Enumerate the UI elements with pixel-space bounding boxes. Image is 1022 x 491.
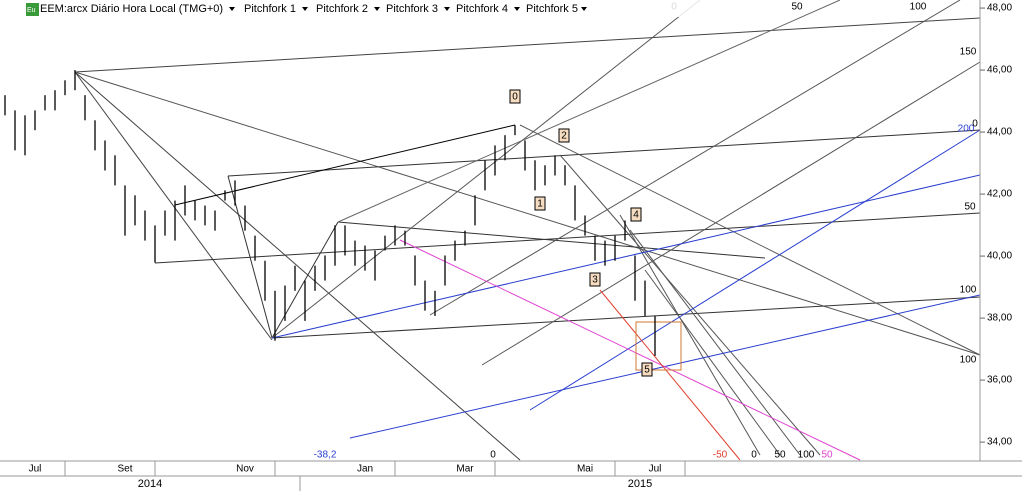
- wave-label: 0: [512, 92, 518, 103]
- fork-label: 100: [960, 285, 977, 296]
- y-tick-label: 34,00: [987, 437, 1012, 448]
- year-label: 2014: [138, 478, 162, 490]
- dropdown-arrow[interactable]: [374, 7, 380, 11]
- x-tick-label: Mai: [577, 464, 593, 475]
- fork-label: -50: [713, 450, 728, 461]
- wave-label: 1: [537, 199, 543, 210]
- wave-box: [558, 128, 570, 143]
- fork-label: 100: [960, 355, 977, 366]
- wave-box: [534, 196, 546, 211]
- fork-label: 150: [960, 47, 977, 58]
- icon[interactable]: [26, 3, 39, 16]
- fork-label: 50: [774, 450, 786, 461]
- fork-label: 0: [751, 450, 757, 461]
- fork-label: 50: [791, 2, 803, 13]
- symbol-menu[interactable]: EEM:arcx Diário Hora Local (TMG+0): [40, 3, 223, 15]
- fork-label: 100: [798, 450, 815, 461]
- fork-label: 0: [972, 119, 978, 130]
- x-tick-label: Jan: [357, 464, 373, 475]
- fork-label: 100: [910, 2, 927, 13]
- x-tick-label: Jul: [29, 464, 42, 475]
- menu-item[interactable]: Pitchfork 3: [386, 3, 438, 15]
- x-tick-label: Nov: [236, 464, 254, 475]
- fork-label: 0: [490, 450, 496, 461]
- fork-label: 200: [958, 124, 975, 135]
- toolbar: [0, 0, 760, 17]
- menu-item[interactable]: Pitchfork 1: [244, 3, 296, 15]
- menu-item[interactable]: Pitchfork 4: [456, 3, 508, 15]
- fork-label: 50: [821, 450, 833, 461]
- wave-box: [509, 89, 521, 104]
- menu-item[interactable]: Pitchfork 5: [526, 3, 578, 15]
- wave-label: 3: [592, 275, 598, 286]
- dropdown-arrow[interactable]: [302, 7, 308, 11]
- wave-box: [630, 207, 642, 222]
- y-tick-label: 48,00: [987, 3, 1012, 14]
- y-tick-label: 36,00: [987, 375, 1012, 386]
- wave-box: [641, 362, 653, 377]
- dropdown-arrow[interactable]: [514, 7, 520, 11]
- y-tick-label: 46,00: [987, 65, 1012, 76]
- year-label: 2015: [628, 478, 652, 490]
- wave-label: 2: [561, 131, 567, 142]
- wave-labels: 0 2 1 4 3 5: [509, 89, 653, 377]
- target-box: [635, 321, 682, 371]
- menu-item[interactable]: Pitchfork 2: [316, 3, 368, 15]
- pitchfork-lines: [74, 0, 981, 461]
- wave-box: [589, 272, 601, 287]
- wave-label: 4: [633, 210, 639, 221]
- y-tick-label: 40,00: [987, 251, 1012, 262]
- y-tick-label: 44,00: [987, 127, 1012, 138]
- fork-label: 50: [964, 202, 976, 213]
- x-tick-label: Set: [117, 464, 132, 475]
- x-tick-label: Mar: [456, 464, 474, 475]
- wave-label: 5: [644, 365, 650, 376]
- dropdown-arrow[interactable]: [444, 7, 450, 11]
- y-tick-label: 42,00: [987, 189, 1012, 200]
- y-tick-label: 38,00: [987, 313, 1012, 324]
- x-tick-label: Jul: [649, 464, 662, 475]
- dropdown-arrow[interactable]: [229, 7, 235, 11]
- dropdown-arrow[interactable]: [581, 7, 587, 11]
- icon-text[interactable]: Eu: [27, 7, 36, 14]
- fork-label: -38,2: [314, 450, 337, 461]
